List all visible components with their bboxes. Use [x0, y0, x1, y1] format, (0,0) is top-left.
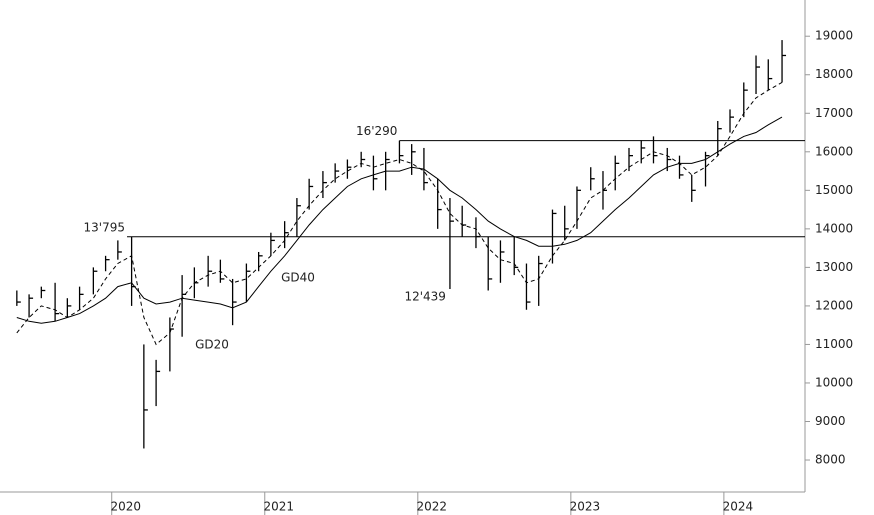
- x-tick-label: 2021: [263, 500, 294, 514]
- low-label: 12'439: [404, 289, 445, 303]
- y-tick-label: 16000: [815, 144, 853, 158]
- x-tick-label: 2023: [570, 500, 601, 514]
- y-tick-label: 12000: [815, 298, 853, 312]
- moving-average: [16, 81, 783, 346]
- x-tick-label: 2024: [723, 500, 754, 514]
- series-label: GD40: [281, 271, 315, 285]
- series-label: GD20: [195, 338, 229, 352]
- x-tick-label: 2022: [417, 500, 448, 514]
- y-tick-label: 14000: [815, 221, 853, 235]
- y-tick-label: 15000: [815, 183, 853, 197]
- y-tick-label: 11000: [815, 337, 853, 351]
- level-label: 16'290: [356, 124, 397, 138]
- y-tick-label: 10000: [815, 375, 853, 389]
- y-tick-label: 9000: [815, 414, 846, 428]
- x-tick-label: 2020: [110, 500, 141, 514]
- level-label: 13'795: [84, 220, 125, 234]
- y-tick-label: 17000: [815, 106, 853, 120]
- y-tick-label: 8000: [815, 453, 846, 467]
- moving-average: [16, 116, 783, 324]
- y-tick-label: 13000: [815, 260, 853, 274]
- y-tick-label: 19000: [815, 29, 853, 43]
- y-tick-label: 18000: [815, 67, 853, 81]
